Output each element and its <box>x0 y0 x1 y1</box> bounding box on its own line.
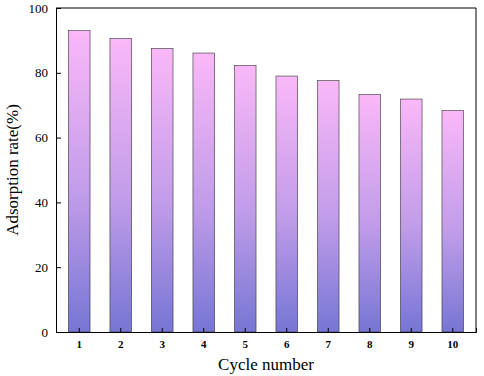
y-tick-mark <box>56 202 61 203</box>
bars <box>68 31 463 332</box>
y-axis-title: Adsorption rate(%) <box>3 104 22 236</box>
y-tick: 20 <box>35 260 61 275</box>
bar <box>442 110 464 332</box>
x-tick: 8 <box>367 328 373 350</box>
x-tick-label: 6 <box>284 338 290 350</box>
y-tick-mark <box>56 8 61 9</box>
y-tick: 40 <box>35 195 61 210</box>
bar <box>276 76 298 332</box>
x-tick-mark <box>79 328 80 332</box>
y-tick-mark <box>56 267 61 268</box>
y-tick-label: 0 <box>42 325 49 340</box>
x-tick-mark <box>369 328 370 332</box>
bar <box>193 53 215 332</box>
frame <box>56 8 476 9</box>
y-tick-label: 40 <box>35 195 48 210</box>
x-tick: 1 <box>76 328 82 350</box>
y-tick-label: 100 <box>29 1 49 16</box>
x-tick-label: 1 <box>76 338 82 350</box>
y-tick-label: 80 <box>35 65 48 80</box>
x-tick-mark <box>162 328 163 332</box>
chart: 0 20 40 60 80 100 1 2 3 4 5 6 7 8 9 10 Cycle number Adsor… <box>0 0 484 376</box>
x-tick-mark <box>452 328 453 332</box>
bar <box>400 99 422 332</box>
x-tick: 9 <box>409 328 415 350</box>
x-tick-label: 2 <box>118 338 124 350</box>
bar <box>151 49 173 333</box>
x-tick-label: 10 <box>447 338 459 350</box>
y-tick-mark <box>56 73 61 74</box>
bar <box>359 95 381 332</box>
x-tick-mark <box>286 328 287 332</box>
x-tick: 2 <box>118 328 124 350</box>
x-axis-line <box>57 328 477 333</box>
x-tick: 7 <box>326 328 332 350</box>
y-tick: 60 <box>35 130 61 145</box>
bar <box>68 31 90 332</box>
x-tick-mark <box>203 328 204 332</box>
plot: 0 20 40 60 80 100 1 2 3 4 5 6 7 8 9 10 <box>29 1 477 350</box>
x-axis-title: Cycle number <box>218 355 314 374</box>
y-tick-label: 20 <box>35 260 48 275</box>
bar <box>110 38 132 332</box>
x-tick-mark <box>245 328 246 332</box>
x-tick: 3 <box>159 328 165 350</box>
x-tick: 10 <box>447 328 459 350</box>
y-axis: 0 20 40 60 80 100 <box>29 1 62 340</box>
x-tick: 6 <box>284 328 290 350</box>
y-tick: 80 <box>35 65 61 80</box>
x-tick: 4 <box>201 328 207 350</box>
x-tick-mark <box>120 328 121 332</box>
y-axis-line <box>57 9 62 333</box>
x-axis: 1 2 3 4 5 6 7 8 9 10 <box>57 328 477 350</box>
y-tick-mark <box>56 138 61 139</box>
x-tick-label: 7 <box>326 338 332 350</box>
bar <box>317 81 339 332</box>
y-tick-label: 60 <box>35 130 48 145</box>
x-tick-label: 8 <box>367 338 373 350</box>
y-tick: 100 <box>29 1 62 16</box>
x-tick-mark <box>328 328 329 332</box>
x-tick-label: 9 <box>409 338 415 350</box>
x-tick-mark <box>411 328 412 332</box>
bar <box>234 65 256 332</box>
x-tick-label: 5 <box>242 338 248 350</box>
x-tick-label: 4 <box>201 338 207 350</box>
x-tick: 5 <box>242 328 248 350</box>
frame <box>476 8 477 332</box>
x-tick-label: 3 <box>159 338 165 350</box>
